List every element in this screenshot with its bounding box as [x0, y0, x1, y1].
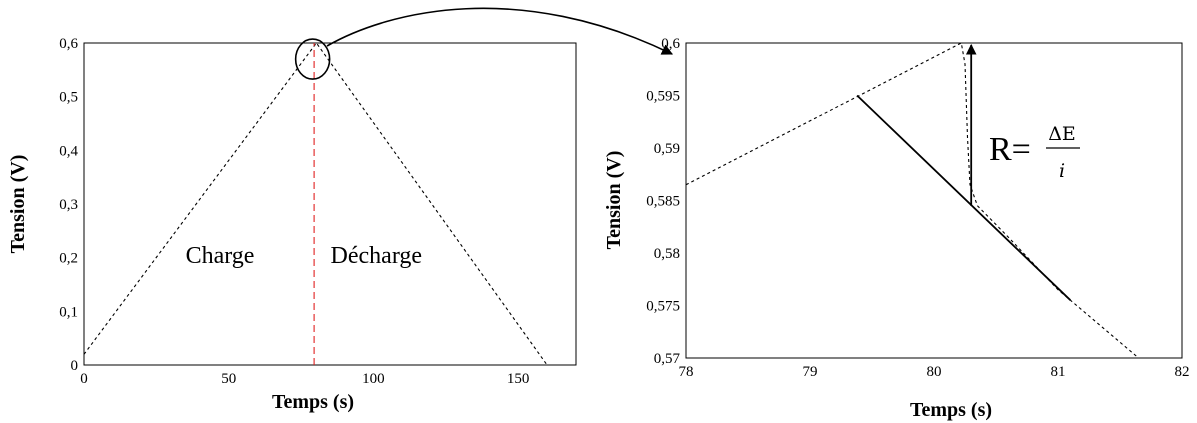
right-plot-frame: [685, 42, 1183, 359]
y-tick-label: 0,59: [654, 141, 680, 157]
y-tick-label: 0,4: [59, 143, 78, 159]
series-line-1: [856, 94, 1072, 301]
x-tick-label: 100: [362, 371, 385, 387]
resistance-formula: R= ΔE i: [989, 123, 1080, 182]
right-y-axis-title: Tension (V): [603, 151, 625, 250]
x-tick-label: 150: [507, 371, 530, 387]
connector-arrow: [326, 7, 674, 55]
y-tick-label: 0,5: [59, 90, 78, 106]
left-x-axis-title: Temps (s): [272, 391, 354, 413]
y-tick-label: 0,57: [654, 351, 681, 367]
annotation-charge: Charge: [186, 243, 255, 269]
y-tick-label: 0,3: [59, 197, 78, 213]
y-tick-label: 0,6: [661, 36, 680, 52]
series-line-0: [685, 42, 1139, 359]
y-tick-label: 0: [71, 358, 79, 374]
right-x-axis-title: Temps (s): [910, 399, 992, 421]
x-tick-label: 81: [1051, 364, 1066, 380]
right-series: [685, 42, 1139, 359]
x-tick-label: 79: [803, 364, 818, 380]
x-tick-label: 50: [221, 371, 236, 387]
highlight-ellipse: [294, 38, 331, 80]
y-tick-label: 0,2: [59, 251, 78, 267]
x-tick-label: 78: [679, 364, 694, 380]
right-chart: 78 79 80 81 82 0,57 0,575 0,58 0,585 0,59 0,595 0,6…: [603, 36, 1190, 421]
left-chart: 0 50 100 150 0 0,1 0,2 0,3 0,4 0,5 0,6 Charge Déch…: [7, 36, 577, 413]
x-tick-label: 82: [1175, 364, 1190, 380]
annotation-decharge: Décharge: [331, 243, 423, 269]
formula-denominator: i: [1059, 160, 1065, 182]
y-tick-label: 0,575: [646, 299, 680, 315]
formula-numerator: ΔE: [1048, 123, 1076, 145]
left-tick-labels: 0 50 100 150 0 0,1 0,2 0,3 0,4 0,5 0,6: [59, 36, 529, 387]
y-tick-label: 0,6: [59, 36, 78, 52]
y-tick-label: 0,585: [646, 194, 680, 210]
left-series: [83, 42, 548, 366]
y-tick-label: 0,595: [646, 89, 680, 105]
left-plot-frame: [83, 42, 577, 366]
series-line-0: [83, 42, 548, 366]
left-y-axis-title: Tension (V): [7, 155, 29, 254]
formula-lhs: R=: [989, 131, 1031, 168]
right-tick-labels: 78 79 80 81 82 0,57 0,575 0,58 0,585 0,59 0,595 0,6: [646, 36, 1189, 380]
x-tick-label: 80: [927, 364, 942, 380]
y-tick-label: 0,1: [59, 304, 78, 320]
x-tick-label: 0: [80, 371, 88, 387]
y-tick-label: 0,58: [654, 246, 680, 262]
